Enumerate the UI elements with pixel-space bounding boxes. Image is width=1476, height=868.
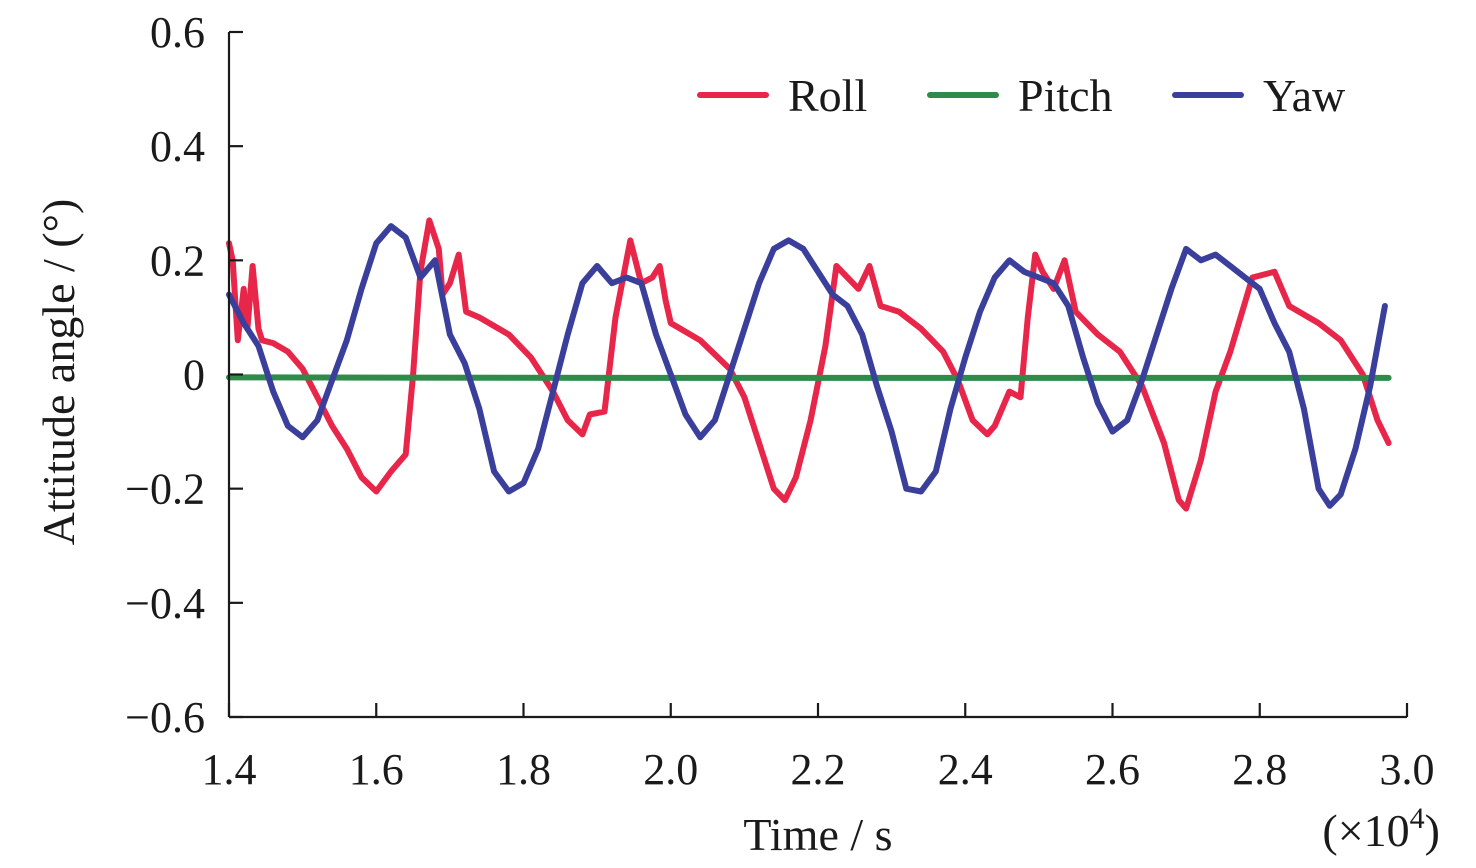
x-multiplier-prefix: (×10 <box>1322 805 1409 856</box>
legend-label-roll: Roll <box>788 70 867 121</box>
x-tick-label: 2.0 <box>643 745 698 794</box>
x-tick-label: 1.8 <box>496 745 551 794</box>
legend: Roll Pitch Yaw <box>697 70 1346 121</box>
series-line-roll <box>226 217 1392 512</box>
x-tick-label: 2.2 <box>791 745 846 794</box>
y-tick-label: −0.6 <box>125 693 205 742</box>
y-tick-label: 0.6 <box>150 8 205 57</box>
x-tick-label: 2.4 <box>938 745 993 794</box>
x-multiplier-exponent: 4 <box>1410 802 1425 835</box>
series-line-yaw <box>226 223 1388 509</box>
x-axis-multiplier: (×104) <box>1322 802 1440 856</box>
y-tick-label: 0.4 <box>150 122 205 171</box>
x-tick-label: 1.6 <box>349 745 404 794</box>
legend-label-pitch: Pitch <box>1018 70 1113 121</box>
plot-lines <box>226 217 1392 512</box>
series-line-pitch <box>226 374 1392 381</box>
x-tick-label: 3.0 <box>1380 745 1435 794</box>
legend-item-roll: Roll <box>697 70 867 121</box>
x-tick-label: 2.8 <box>1232 745 1287 794</box>
legend-item-pitch: Pitch <box>927 70 1113 121</box>
axes <box>227 30 1409 719</box>
legend-label-yaw: Yaw <box>1263 70 1346 121</box>
y-tick-label: −0.2 <box>125 465 205 514</box>
tick-labels: 0.6 0.4 0.2 0 −0.2 −0.4 −0.61.4 1.6 1.8 2.0 2.2 2.4… <box>125 8 1434 794</box>
y-tick-label: −0.4 <box>125 579 205 628</box>
y-tick-label: 0 <box>183 351 205 400</box>
x-tick-label: 1.4 <box>202 745 257 794</box>
y-tick-label: 0.2 <box>150 236 205 285</box>
x-tick-label: 2.6 <box>1085 745 1140 794</box>
x-multiplier-suffix: ) <box>1425 805 1440 856</box>
legend-item-yaw: Yaw <box>1172 70 1346 121</box>
y-axis-title: Attitude angle / (°) <box>33 199 84 546</box>
x-axis-title: Time / s <box>743 809 892 860</box>
